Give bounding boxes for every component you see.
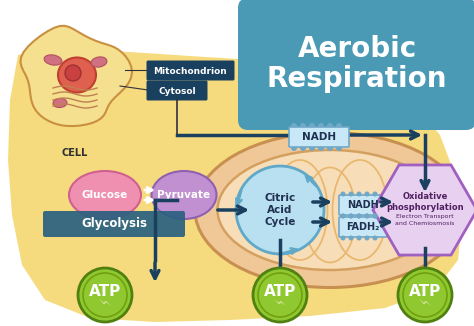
Text: CELL: CELL (62, 148, 88, 158)
Circle shape (365, 214, 370, 218)
Circle shape (291, 145, 297, 151)
Circle shape (356, 191, 362, 197)
Ellipse shape (53, 98, 67, 108)
Circle shape (340, 214, 346, 218)
Polygon shape (8, 50, 462, 322)
Polygon shape (373, 165, 474, 255)
Circle shape (365, 214, 370, 218)
Circle shape (356, 214, 362, 218)
Circle shape (336, 145, 342, 151)
Text: FADH₂: FADH₂ (346, 222, 380, 232)
Text: ATP: ATP (264, 284, 296, 299)
Circle shape (78, 268, 132, 322)
Text: ATP: ATP (89, 284, 121, 299)
Ellipse shape (195, 132, 465, 288)
Circle shape (373, 191, 377, 197)
Text: NADH: NADH (302, 132, 336, 142)
Circle shape (365, 235, 370, 241)
Circle shape (318, 145, 324, 151)
Polygon shape (274, 299, 286, 306)
FancyBboxPatch shape (146, 61, 235, 81)
FancyBboxPatch shape (289, 127, 349, 147)
Ellipse shape (44, 55, 62, 65)
Text: Electron Transport
and Chemiosmosis: Electron Transport and Chemiosmosis (395, 215, 455, 226)
Text: Aerobic
Respiration: Aerobic Respiration (267, 35, 447, 93)
Circle shape (348, 214, 354, 218)
Circle shape (300, 123, 306, 129)
Circle shape (236, 166, 324, 254)
Text: Citric
Acid
Cycle: Citric Acid Cycle (264, 193, 296, 228)
Circle shape (373, 214, 377, 218)
Circle shape (291, 123, 297, 129)
Circle shape (398, 268, 452, 322)
Circle shape (340, 214, 346, 218)
Ellipse shape (152, 171, 217, 219)
Text: NADH: NADH (347, 200, 379, 210)
Circle shape (340, 235, 346, 241)
Circle shape (348, 191, 354, 197)
Circle shape (373, 235, 377, 241)
Circle shape (65, 65, 81, 81)
Text: ATP: ATP (409, 284, 441, 299)
Text: Cytosol: Cytosol (158, 86, 196, 96)
Circle shape (318, 123, 324, 129)
Text: Glycolysis: Glycolysis (81, 217, 147, 230)
FancyBboxPatch shape (146, 81, 208, 100)
Circle shape (348, 214, 354, 218)
Circle shape (356, 214, 362, 218)
FancyBboxPatch shape (238, 0, 474, 130)
FancyBboxPatch shape (43, 211, 185, 237)
Text: Glucose: Glucose (82, 190, 128, 200)
Circle shape (309, 145, 315, 151)
Circle shape (300, 145, 306, 151)
Text: Pyruvate: Pyruvate (157, 190, 210, 200)
Circle shape (365, 191, 370, 197)
FancyBboxPatch shape (339, 195, 387, 215)
Text: Mitochondrion: Mitochondrion (153, 67, 227, 76)
Ellipse shape (69, 171, 141, 219)
Circle shape (327, 123, 333, 129)
Ellipse shape (218, 150, 443, 270)
Circle shape (348, 235, 354, 241)
Circle shape (336, 123, 342, 129)
FancyBboxPatch shape (339, 217, 387, 237)
Text: Oxidative
phosphorylation: Oxidative phosphorylation (386, 192, 464, 212)
Ellipse shape (91, 57, 107, 67)
Circle shape (356, 235, 362, 241)
Ellipse shape (58, 57, 96, 93)
Circle shape (373, 214, 377, 218)
Polygon shape (419, 299, 431, 306)
Circle shape (340, 191, 346, 197)
Polygon shape (20, 26, 132, 126)
Polygon shape (99, 299, 111, 306)
Circle shape (253, 268, 307, 322)
Circle shape (309, 123, 315, 129)
Circle shape (327, 145, 333, 151)
